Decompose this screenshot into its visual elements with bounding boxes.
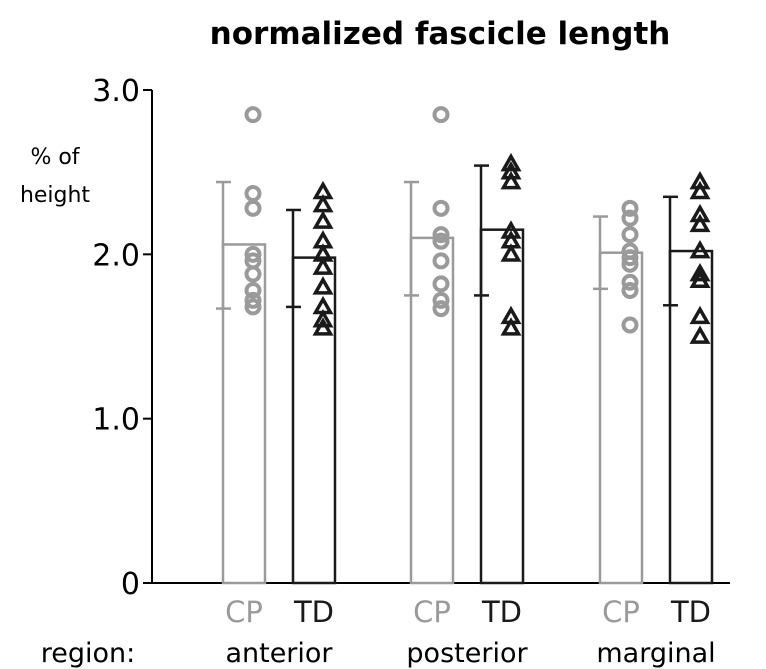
- data-point-circle: [244, 291, 262, 309]
- data-point-circle: [621, 281, 639, 299]
- data-point-triangle: [500, 170, 522, 190]
- region-label-posterior: posterior: [406, 638, 528, 669]
- axes: 0 1.0 2.0 3.0 CP TD anterior CP TD posterior CP TD m…: [92, 74, 730, 669]
- chart-title: normalized fascicle length: [210, 16, 671, 52]
- group-label-cp: CP: [413, 595, 451, 629]
- data-point-triangle: [689, 263, 711, 282]
- data-point-circle: [432, 252, 450, 270]
- data-point-triangle: [500, 243, 522, 262]
- region-axis-label: region:: [41, 638, 136, 669]
- bar-anterior-cp: [221, 243, 267, 585]
- data-point-circle: [244, 281, 262, 299]
- group-label-cp: CP: [225, 595, 263, 629]
- data-point-circle: [621, 226, 639, 244]
- data-point-circle: [244, 185, 262, 203]
- data-point-triangle: [312, 210, 334, 229]
- bar-posterior-cp: [409, 236, 455, 585]
- data-point-circle: [621, 249, 639, 267]
- plot-marks: [216, 106, 714, 585]
- data-point-triangle: [312, 256, 334, 275]
- data-point-triangle: [312, 309, 334, 328]
- data-point-triangle: [312, 317, 334, 336]
- y-tick-label: 2.0: [92, 238, 140, 273]
- bar-marginal-td: [668, 249, 714, 585]
- data-point-triangle: [689, 180, 711, 200]
- y-tick-label: 3.0: [92, 74, 140, 109]
- y-axis-label-line2: height: [20, 183, 90, 208]
- bar-marginal-cp: [598, 251, 644, 585]
- data-point-circle: [621, 316, 639, 334]
- group-label-td: TD: [670, 595, 711, 629]
- y-tick-label: 0: [121, 567, 140, 602]
- data-point-circle: [621, 273, 639, 291]
- data-point-circle: [621, 209, 639, 227]
- data-point-triangle: [689, 240, 711, 259]
- y-axis-label-line1: % of: [30, 145, 80, 170]
- data-point-circle: [244, 106, 262, 124]
- data-point-circle: [432, 275, 450, 293]
- group-label-td: TD: [481, 595, 522, 629]
- data-point-triangle: [500, 152, 522, 172]
- data-point-circle: [621, 255, 639, 273]
- bar-anterior-td: [291, 256, 337, 585]
- data-point-triangle: [312, 276, 334, 295]
- data-point-triangle: [689, 305, 711, 325]
- data-point-triangle: [500, 317, 522, 336]
- data-point-circle: [244, 245, 262, 263]
- data-point-circle: [244, 298, 262, 316]
- data-point-triangle: [689, 269, 711, 289]
- data-point-triangle: [689, 213, 711, 233]
- data-point-circle: [432, 199, 450, 217]
- data-point-triangle: [312, 194, 334, 213]
- data-point-circle: [432, 232, 450, 250]
- data-point-circle: [432, 300, 450, 318]
- data-point-circle: [432, 291, 450, 309]
- data-point-circle: [432, 226, 450, 244]
- data-point-triangle: [689, 325, 711, 344]
- bar-posterior-td: [479, 228, 525, 585]
- data-point-circle: [244, 199, 262, 217]
- region-label-anterior: anterior: [225, 638, 333, 669]
- group-label-cp: CP: [602, 595, 640, 629]
- data-point-circle: [432, 106, 450, 124]
- region-label-marginal: marginal: [596, 638, 715, 669]
- data-point-circle: [244, 265, 262, 283]
- y-tick-label: 1.0: [92, 403, 140, 438]
- group-label-td: TD: [293, 595, 334, 629]
- data-point-circle: [621, 199, 639, 217]
